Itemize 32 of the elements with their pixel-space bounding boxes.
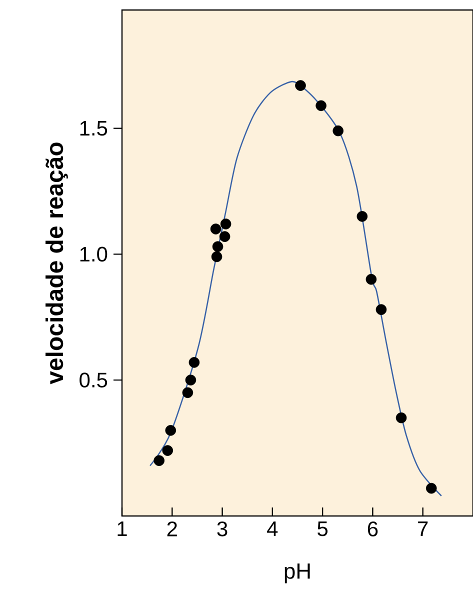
point (212, 241, 224, 252)
point (426, 482, 437, 494)
point (356, 211, 368, 222)
point (188, 357, 200, 368)
x-tick-label: 2 (167, 522, 177, 536)
point (220, 218, 232, 230)
point (366, 274, 377, 285)
point (295, 80, 306, 91)
x-tick-label: 5 (318, 522, 328, 536)
point (376, 304, 387, 315)
y-tick-label: 0.5 (80, 372, 108, 388)
point (332, 125, 344, 136)
point (211, 251, 222, 262)
point (210, 224, 222, 234)
y-tick-label: 1.0 (80, 246, 108, 262)
point (396, 412, 407, 424)
point (182, 387, 194, 398)
point (185, 374, 196, 386)
x-tick-label: 6 (368, 522, 378, 536)
x-tick-label: 3 (217, 522, 228, 536)
x-tick-label: 1 (118, 522, 127, 536)
x-axis-title: pH (284, 564, 310, 584)
y-axis-title: velocidade de reação (46, 142, 68, 384)
x-tick-label: 7 (418, 522, 428, 536)
point (154, 455, 164, 466)
x-tick-label: 4 (267, 522, 278, 536)
y-tick-label: 1.5 (80, 120, 108, 136)
point (219, 231, 230, 242)
point (162, 445, 174, 456)
line-series (149, 81, 442, 497)
point (316, 100, 326, 112)
point (165, 425, 176, 436)
